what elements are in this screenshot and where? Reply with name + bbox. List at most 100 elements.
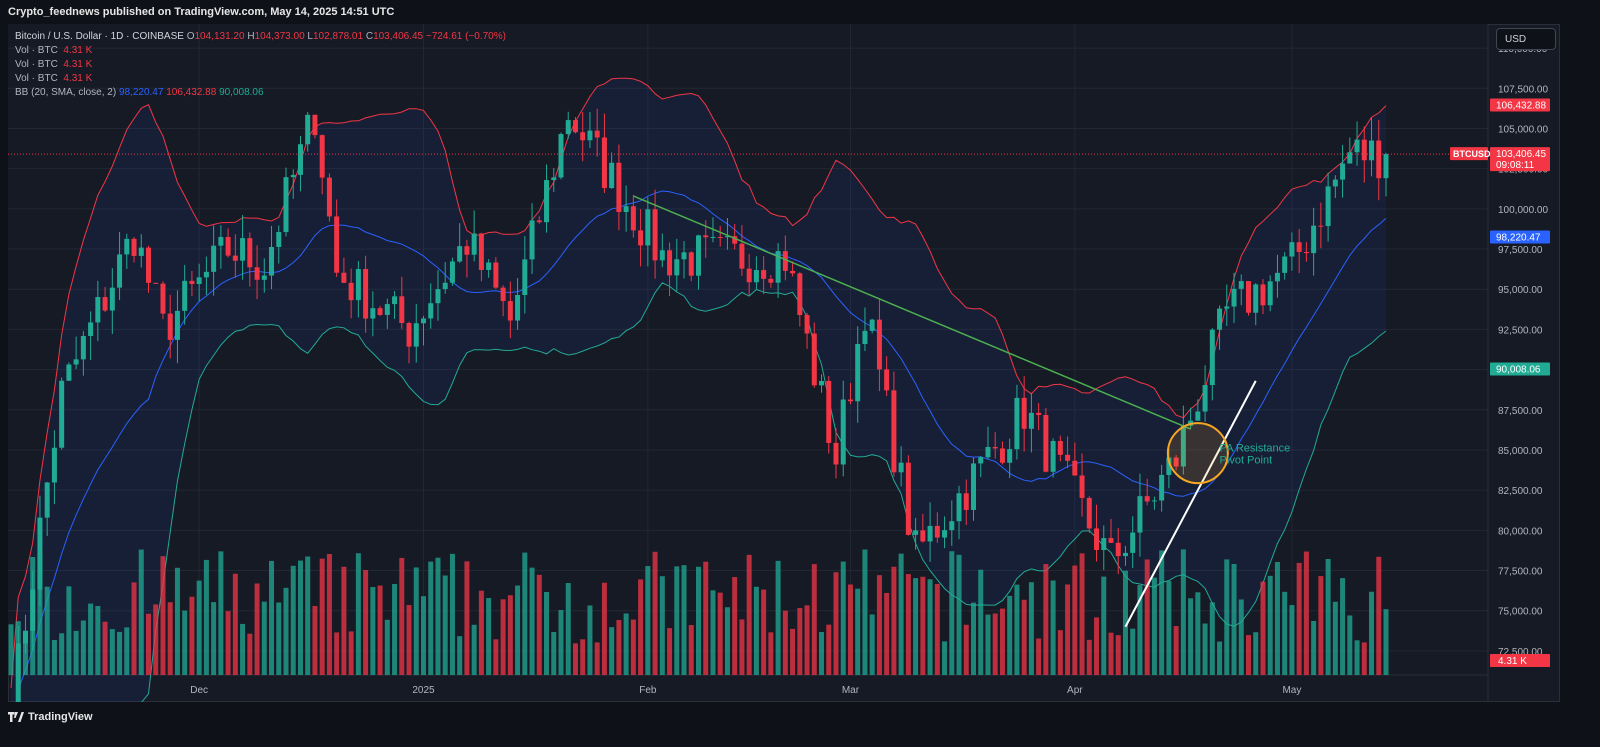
candle-body bbox=[1151, 500, 1157, 502]
volume-bar bbox=[1057, 630, 1063, 675]
candle-body bbox=[290, 174, 296, 178]
volume-bar bbox=[999, 608, 1005, 675]
volume-bar bbox=[406, 605, 412, 675]
candle-body bbox=[1376, 140, 1382, 179]
candle-body bbox=[59, 380, 65, 448]
candle-body bbox=[1246, 281, 1251, 313]
candle-body bbox=[88, 322, 94, 336]
volume-bar bbox=[218, 551, 224, 675]
candle-body bbox=[1274, 272, 1280, 282]
volume-bar bbox=[913, 578, 919, 675]
candle-body bbox=[1014, 397, 1020, 450]
legend-volume-label: Vol · BTC bbox=[15, 73, 58, 84]
currency-button[interactable]: USD bbox=[1496, 28, 1556, 50]
volume-bar bbox=[1021, 599, 1027, 675]
candle-body bbox=[1282, 256, 1288, 273]
candle-body bbox=[66, 364, 72, 381]
volume-bar bbox=[1325, 558, 1331, 675]
volume-bar bbox=[196, 580, 202, 675]
candle-body bbox=[254, 267, 260, 280]
volume-bar bbox=[724, 607, 730, 675]
volume-bar bbox=[211, 602, 217, 675]
candle-body bbox=[1079, 475, 1085, 498]
legend-bb-label: BB (20, SMA, close, 2) bbox=[15, 87, 117, 98]
volume-bar bbox=[1209, 602, 1215, 675]
candle-body bbox=[348, 282, 354, 301]
footer-brand-text: TradingView bbox=[28, 711, 93, 723]
price-label-box bbox=[1490, 147, 1550, 172]
volume-bar bbox=[225, 611, 231, 675]
candle-body bbox=[920, 530, 926, 542]
volume-bar bbox=[1224, 559, 1230, 675]
volume-bar bbox=[601, 582, 607, 675]
volume-bar bbox=[1065, 584, 1071, 675]
candle-body bbox=[1311, 225, 1317, 254]
candle-body bbox=[1007, 449, 1013, 463]
volume-bar bbox=[80, 620, 86, 675]
x-tick-label: Feb bbox=[639, 685, 657, 696]
volume-bar bbox=[1282, 591, 1288, 675]
candle-body bbox=[1260, 284, 1266, 306]
volume-bar bbox=[1202, 623, 1208, 675]
legend-volume-row[interactable]: Vol · BTC 4.31 K bbox=[15, 72, 506, 86]
y-tick-label: 75,000.00 bbox=[1498, 607, 1543, 618]
candle-body bbox=[15, 643, 21, 702]
symbol-tag-box bbox=[1450, 147, 1488, 161]
volume-bar bbox=[1376, 556, 1382, 675]
candle-body bbox=[413, 323, 419, 347]
volume-bar bbox=[102, 621, 108, 675]
volume-bar bbox=[565, 583, 571, 675]
volume-bar bbox=[1354, 640, 1360, 675]
candle-body bbox=[507, 301, 513, 321]
candle-body bbox=[1130, 532, 1136, 553]
volume-bar bbox=[840, 561, 846, 675]
legend-bb-row[interactable]: BB (20, SMA, close, 2) 98,220.47 106,432… bbox=[15, 86, 506, 100]
volume-bar bbox=[609, 627, 615, 675]
candle-body bbox=[37, 517, 43, 590]
volume-bar bbox=[240, 623, 246, 675]
legend-ohlc-row[interactable]: Bitcoin / U.S. Dollar · 1D · COINBASE O1… bbox=[15, 30, 506, 44]
volume-bar bbox=[703, 561, 709, 675]
candle-body bbox=[124, 238, 130, 255]
candle-body bbox=[486, 262, 492, 270]
volume-bar bbox=[384, 619, 390, 675]
volume-bar bbox=[630, 619, 636, 675]
legend-low: 102,878.01 bbox=[312, 31, 364, 42]
candle-body bbox=[1166, 457, 1172, 475]
volume-bar bbox=[500, 599, 506, 675]
volume-bar bbox=[876, 575, 882, 675]
price-label-text: 98,220.47 bbox=[1496, 232, 1541, 243]
candle-body bbox=[601, 137, 607, 189]
candle-body bbox=[203, 271, 209, 278]
candle-body bbox=[790, 270, 796, 274]
candle-body bbox=[551, 177, 557, 181]
candle-body bbox=[652, 209, 658, 261]
volume-bar bbox=[341, 566, 347, 675]
volume-bar bbox=[428, 561, 434, 675]
volume-bar bbox=[1267, 575, 1273, 675]
volume-label-text: 4.31 K bbox=[1498, 656, 1527, 667]
candle-body bbox=[1050, 440, 1056, 472]
candle-body bbox=[1057, 440, 1063, 455]
candle-body bbox=[869, 319, 875, 331]
y-tick-label: 107,500.00 bbox=[1498, 84, 1548, 95]
candle-body bbox=[927, 525, 933, 542]
bollinger-fill bbox=[11, 78, 1386, 702]
legend-volume-row[interactable]: Vol · BTC 4.31 K bbox=[15, 58, 506, 72]
legend-close: 103,406.45 bbox=[373, 31, 424, 42]
volume-bar bbox=[775, 560, 781, 675]
legend-volume-row[interactable]: Vol · BTC 4.31 K bbox=[15, 44, 506, 58]
volume-bar bbox=[261, 601, 267, 675]
volume-bar bbox=[623, 613, 629, 675]
volume-bar bbox=[442, 575, 448, 675]
candle-body bbox=[522, 259, 528, 295]
candle-body bbox=[276, 232, 282, 247]
volume-bar bbox=[269, 560, 275, 675]
candle-body bbox=[594, 130, 600, 138]
volume-bar bbox=[37, 552, 43, 675]
volume-bar bbox=[109, 629, 115, 675]
candle-body bbox=[978, 457, 984, 464]
legend-volume-value: 4.31 K bbox=[63, 45, 93, 56]
candle-body bbox=[985, 446, 991, 458]
